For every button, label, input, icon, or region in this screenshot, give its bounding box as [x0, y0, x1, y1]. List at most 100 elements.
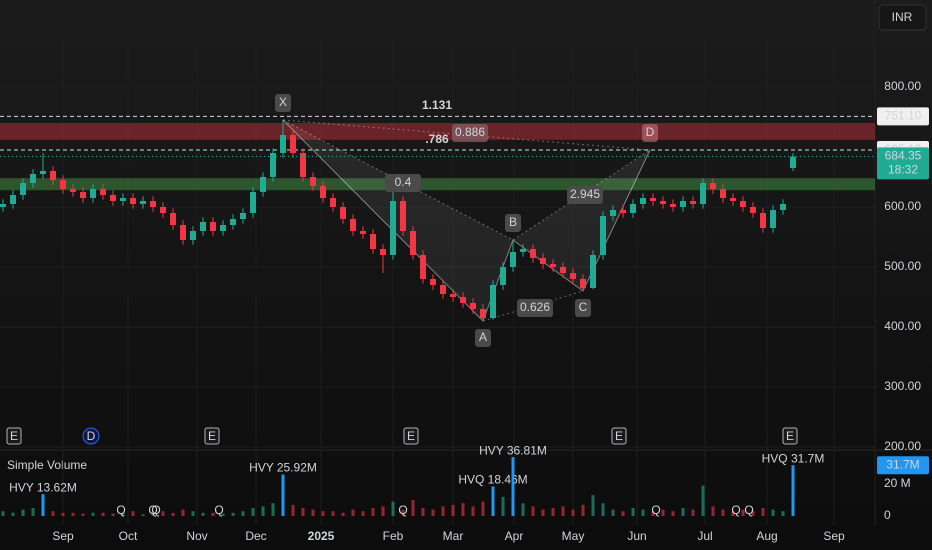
- pattern-ratio-line: [282, 119, 651, 151]
- candle-body: [580, 279, 586, 288]
- candle-body: [600, 216, 606, 255]
- pattern-ratio: 1.131: [422, 98, 452, 112]
- volume-bar: [631, 508, 635, 516]
- volume-bar: [101, 512, 105, 516]
- ratio-box: [452, 124, 488, 142]
- candle-body: [440, 285, 446, 294]
- pattern-fill: [283, 120, 513, 321]
- candle-body: [710, 183, 716, 189]
- volume-bar: [61, 512, 65, 516]
- volume-bar: [51, 511, 55, 516]
- volume-badge: [877, 456, 929, 475]
- volume-bar: [71, 512, 75, 516]
- ratio-box: [517, 299, 553, 317]
- volume-bar: [501, 496, 505, 516]
- volume-label: HVQ 18.46M: [458, 473, 527, 487]
- candle-body: [150, 201, 156, 207]
- candle-body: [790, 156, 796, 168]
- candle-body: [540, 258, 546, 264]
- event-marker: [82, 427, 100, 445]
- volume-bar: [241, 511, 245, 516]
- volume-bar: [611, 509, 615, 516]
- x-tick-label: Dec: [245, 529, 266, 543]
- volume-bar: [21, 509, 25, 516]
- volume-bar: [271, 503, 275, 516]
- pattern-ratio: 0.626: [520, 300, 550, 314]
- candle-body: [380, 249, 386, 255]
- currency[interactable]: INR: [892, 10, 913, 24]
- volume-bar: [341, 512, 345, 516]
- candle-body: [160, 207, 166, 213]
- volume-bar: [471, 506, 475, 516]
- pattern-point-label: B: [509, 215, 517, 229]
- candle-body: [660, 201, 666, 204]
- pattern-point-box: [275, 94, 291, 112]
- volume-bar: [381, 506, 385, 516]
- pattern-point-label: D: [646, 125, 655, 139]
- candle-body: [550, 264, 556, 267]
- volume-bar: [371, 508, 375, 516]
- candle-body: [320, 186, 326, 198]
- x-tick-label: Feb: [383, 529, 404, 543]
- event-label: D: [87, 429, 96, 443]
- candle-body: [670, 204, 676, 207]
- candle-body: [570, 273, 576, 279]
- pattern-point-box: [505, 214, 521, 232]
- volume-bar: [391, 501, 395, 516]
- pattern-fill: [513, 150, 650, 291]
- candle-body: [90, 189, 96, 198]
- candle-body: [10, 195, 16, 204]
- candle-body: [70, 189, 76, 192]
- volume-marker: Q: [651, 503, 660, 517]
- y-tick-label: 300.00: [884, 379, 921, 393]
- candle-body: [110, 195, 116, 201]
- candle-body: [340, 207, 346, 219]
- pattern-ratio-line: [282, 119, 514, 241]
- candle-body: [360, 231, 366, 234]
- current-price-badge: [877, 147, 929, 180]
- candle-body: [60, 180, 66, 189]
- volume-bar: [701, 485, 705, 516]
- volume-bar: [601, 503, 605, 516]
- volume-label: HVY 13.62M: [9, 480, 77, 494]
- x-tick-label: Sep: [823, 529, 845, 543]
- pattern-point-box: [575, 299, 591, 317]
- volume-bar: [121, 512, 125, 516]
- pattern-ratio: .786: [425, 132, 449, 146]
- ratio-box: [385, 174, 421, 192]
- volume-bar: [451, 504, 455, 516]
- volume-marker: Q: [148, 503, 157, 517]
- candle-body: [780, 204, 786, 210]
- volume-bar: [751, 511, 755, 516]
- candle-body: [590, 255, 596, 288]
- volume-marker: Q: [731, 503, 740, 517]
- volume-bar: [741, 509, 745, 516]
- volume-label: HVY 25.92M: [249, 461, 317, 475]
- event-marker: [611, 427, 627, 445]
- event-marker: [782, 427, 798, 445]
- volume-bar: [791, 465, 795, 516]
- candle-body: [450, 294, 456, 297]
- candle-body: [490, 285, 496, 318]
- candle-body: [470, 303, 476, 309]
- volume-bar: [11, 512, 15, 516]
- candle-body: [420, 255, 426, 279]
- candle-body: [280, 135, 286, 153]
- volume-bar: [231, 512, 235, 516]
- candle-body: [0, 204, 6, 207]
- event-label: E: [407, 429, 415, 443]
- volume-bar: [511, 457, 515, 516]
- volume-label: HVQ 31.7M: [762, 451, 825, 465]
- volume-bar: [41, 494, 45, 516]
- volume-bar: [91, 512, 95, 516]
- candle-body: [200, 222, 206, 231]
- volume-bar: [691, 509, 695, 516]
- candle-body: [170, 213, 176, 225]
- pattern-point-label: A: [479, 330, 487, 344]
- volume-bar: [291, 504, 295, 516]
- currency-button[interactable]: [878, 4, 927, 31]
- volume-tick-label: 20 M: [884, 476, 911, 490]
- candle-body: [220, 225, 226, 231]
